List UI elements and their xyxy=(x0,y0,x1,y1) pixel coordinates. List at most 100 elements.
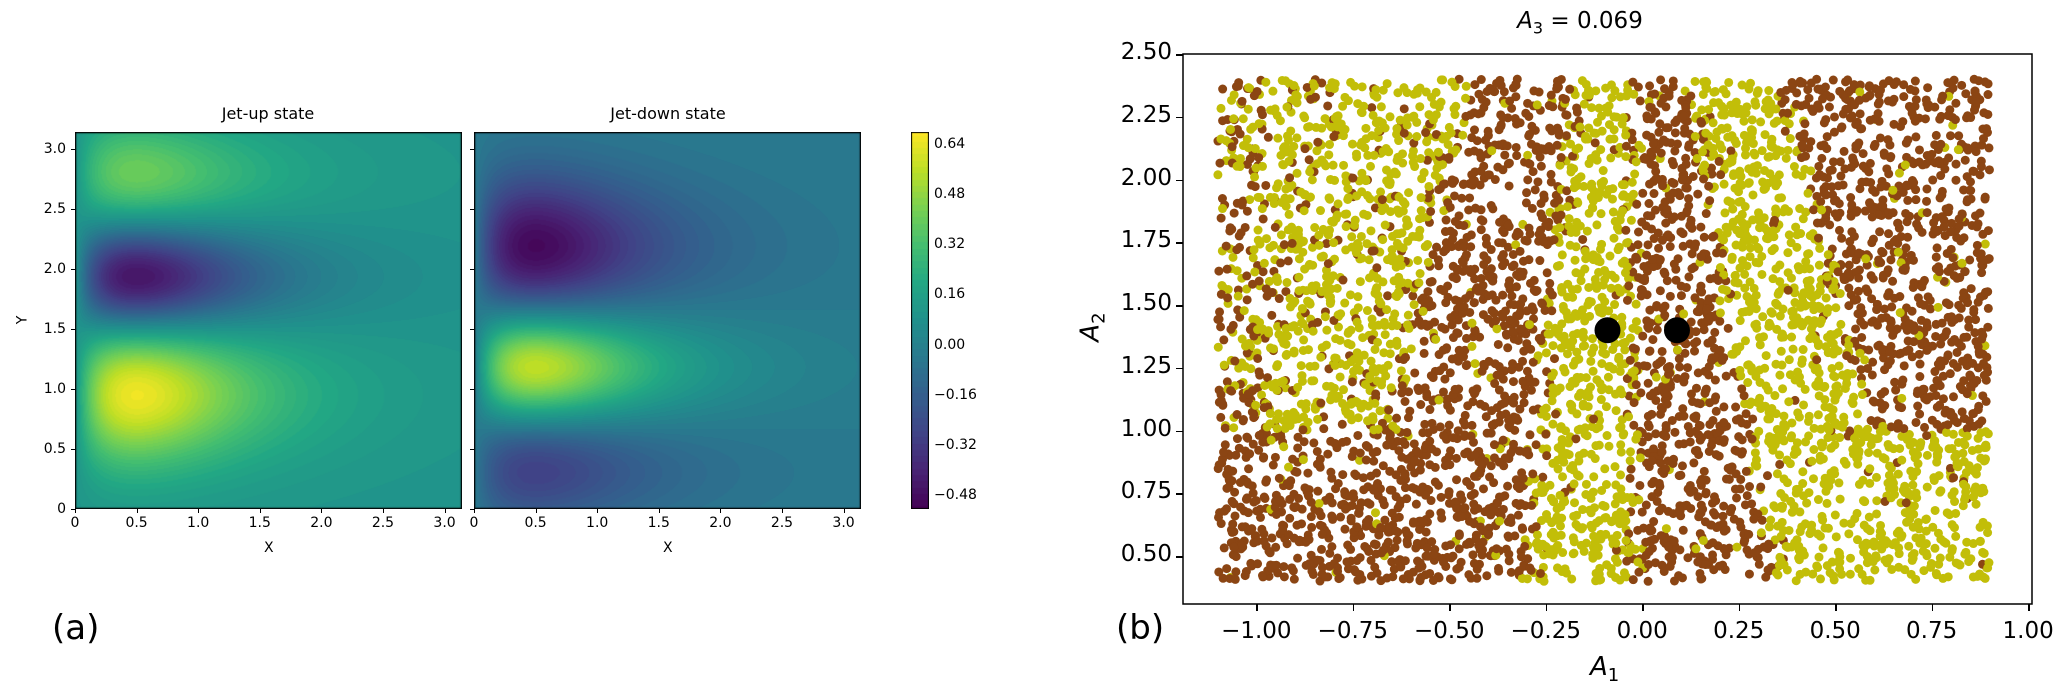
scatter-point-yellow xyxy=(1586,449,1596,459)
scatter-point-brown xyxy=(1534,87,1544,97)
scatter-point-yellow xyxy=(1238,114,1248,124)
scatter-point-brown xyxy=(1693,368,1703,378)
title-value: = 0.069 xyxy=(1543,8,1643,34)
scatter-point-brown xyxy=(1429,549,1439,559)
scatter-point-brown xyxy=(1877,201,1887,211)
scatter-point-brown xyxy=(1520,447,1530,457)
scatter-point-brown xyxy=(1925,295,1935,305)
scatter-point-brown xyxy=(1684,201,1694,211)
scatter-point-brown xyxy=(1400,397,1410,407)
scatter-point-brown xyxy=(1678,229,1688,239)
scatter-point-brown xyxy=(1719,418,1729,428)
scatter-point-brown xyxy=(1500,398,1510,408)
scatter-point-brown xyxy=(1854,248,1864,258)
scatter-point-brown xyxy=(1968,409,1978,419)
scatter-point-brown xyxy=(1408,291,1418,301)
scatter-point-brown xyxy=(1835,157,1845,167)
scatter-point-brown xyxy=(1925,304,1935,314)
scatter-point-brown xyxy=(1293,443,1303,453)
scatter-point-brown xyxy=(1526,565,1536,575)
scatter-point-yellow xyxy=(1616,507,1626,517)
scatter-point-yellow xyxy=(1362,239,1372,249)
scatter-point-yellow xyxy=(1492,324,1502,334)
scatter-point-yellow xyxy=(1767,246,1777,256)
scatter-point-yellow xyxy=(1806,166,1816,176)
scatter-point-yellow xyxy=(1359,209,1369,219)
scatter-point-brown xyxy=(1664,91,1674,101)
scatter-point-brown xyxy=(1647,224,1657,234)
scatter-point-yellow xyxy=(1219,360,1229,370)
scatter-point-brown xyxy=(1868,357,1878,367)
scatter-point-yellow xyxy=(1414,230,1424,240)
scatter-point-yellow xyxy=(1617,312,1627,322)
scatter-point-yellow xyxy=(1975,536,1985,546)
scatter-point-brown xyxy=(1350,567,1360,577)
scatter-point-brown xyxy=(1622,295,1632,305)
scatter-point-brown xyxy=(1726,146,1736,156)
scatter-point-brown xyxy=(1866,416,1876,426)
scatter-point-brown xyxy=(1279,240,1289,250)
scatter-point-brown xyxy=(1901,498,1911,508)
scatter-point-yellow xyxy=(1532,100,1542,110)
scatter-point-brown xyxy=(1230,356,1240,366)
scatter-point-yellow xyxy=(1726,197,1736,207)
scatter-point-brown xyxy=(1689,338,1699,348)
scatter-point-brown xyxy=(1231,552,1241,562)
scatter-point-yellow xyxy=(1467,341,1477,351)
scatter-point-yellow xyxy=(1635,453,1645,463)
scatter-point-brown xyxy=(1708,538,1718,548)
scatter-point-brown xyxy=(1669,178,1679,188)
scatter-point-yellow xyxy=(1594,103,1604,113)
scatter-point-brown xyxy=(1846,162,1856,172)
scatter-point-brown xyxy=(1851,324,1861,334)
scatter-point-yellow xyxy=(1326,174,1336,184)
scatter-point-brown xyxy=(1215,158,1225,168)
scatter-point-brown xyxy=(1954,131,1964,141)
scatter-point-brown xyxy=(1914,223,1924,233)
scatter-point-brown xyxy=(1361,517,1371,527)
scatter-point-brown xyxy=(1241,494,1251,504)
scatter-point-yellow xyxy=(1890,538,1900,548)
scatter-point-brown xyxy=(1337,419,1347,429)
scatter-point-brown xyxy=(1642,130,1652,140)
scatter-point-brown xyxy=(1368,448,1378,458)
scatter-point-brown xyxy=(1367,103,1377,113)
y-tick-mark xyxy=(470,148,474,150)
scatter-point-brown xyxy=(1661,420,1671,430)
scatter-point-yellow xyxy=(1789,162,1799,172)
scatter-point-brown xyxy=(1222,483,1232,493)
scatter-point-brown xyxy=(1691,411,1701,421)
scatter-point-brown xyxy=(1512,151,1522,161)
scatter-point-brown xyxy=(1457,193,1467,203)
scatter-point-yellow xyxy=(1754,258,1764,268)
scatter-point-brown xyxy=(1966,284,1976,294)
y-tick-mark xyxy=(470,448,474,450)
x-tick-label: 2.5 xyxy=(770,515,794,531)
scatter-point-yellow xyxy=(1299,111,1309,121)
scatter-point-brown xyxy=(1492,544,1502,554)
title-sub: 3 xyxy=(1532,18,1544,38)
scatter-point-yellow xyxy=(1618,430,1628,440)
scatter-point-brown xyxy=(1448,333,1458,343)
scatter-point-yellow xyxy=(1270,104,1280,114)
scatter-point-brown xyxy=(1465,193,1475,203)
scatter-point-yellow xyxy=(1369,150,1379,160)
scatter-point-yellow xyxy=(1862,558,1872,568)
scatter-point-brown xyxy=(1667,415,1677,425)
scatter-point-yellow xyxy=(1596,575,1606,585)
x-axis-label-jet-up: X xyxy=(264,540,274,556)
scatter-point-yellow xyxy=(1325,140,1335,150)
scatter-point-brown xyxy=(1717,355,1727,365)
scatter-point-yellow xyxy=(1728,171,1738,181)
scatter-point-yellow xyxy=(1764,522,1774,532)
scatter-point-brown xyxy=(1844,283,1854,293)
scatter-point-yellow xyxy=(1322,283,1332,293)
scatter-point-brown xyxy=(1245,449,1255,459)
scatter-point-brown xyxy=(1477,94,1487,104)
scatter-point-brown xyxy=(1503,220,1513,230)
scatter-point-yellow xyxy=(1760,184,1770,194)
scatter-point-yellow xyxy=(1579,181,1589,191)
scatter-point-brown xyxy=(1922,345,1932,355)
scatter-point-brown xyxy=(1696,281,1706,291)
scatter-point-yellow xyxy=(1576,172,1586,182)
